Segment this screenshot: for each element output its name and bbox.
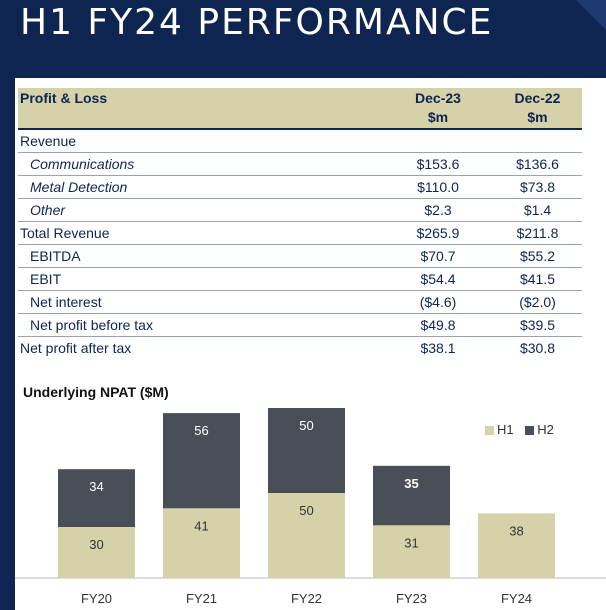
row-value-dec23: $54.4 — [420, 271, 456, 287]
content-panel: Profit & Loss Dec-23 Dec-22 $m $m Revenu… — [15, 78, 606, 610]
data-label-h1-fy23: 31 — [404, 535, 418, 550]
row-value-dec22: $211.8 — [516, 225, 559, 241]
table-row: Communications $153.6 $136.6 — [18, 153, 582, 176]
header-unit1: $m — [427, 109, 449, 125]
table-row: Metal Detection $110.0 $73.8 — [18, 176, 582, 199]
row-value-dec23: $49.8 — [420, 317, 456, 333]
row-value-dec23: $2.3 — [424, 202, 452, 218]
row-value-dec22: $30.8 — [519, 340, 556, 356]
chart-title: Underlying NPAT ($M) — [23, 384, 169, 400]
table-body: Revenue Communications $153.6 $136.6 Metal D… — [18, 130, 582, 359]
bar-h1-fy22 — [268, 493, 345, 578]
row-value-dec22: ($2.0) — [519, 294, 556, 310]
row-label: Net profit before tax — [30, 317, 153, 333]
row-value-dec22: $73.8 — [519, 179, 556, 195]
data-label-h1-fy20: 30 — [89, 537, 103, 552]
row-value-dec23: $153.6 — [416, 156, 460, 172]
table-row: EBIT $54.4 $41.5 — [18, 268, 582, 291]
header-col2: Dec-22 — [514, 90, 561, 106]
bar-h2-fy21 — [163, 413, 240, 509]
legend-label-h1: H1 — [497, 422, 514, 437]
bar-h2-fy22 — [268, 408, 345, 493]
npat-chart: 30 34 FY20 41 56 FY21 50 50 FY22 31 35 FY23 38 FY24 — [15, 408, 606, 606]
data-label-h1-fy21: 41 — [194, 518, 208, 533]
table-row: Net profit before tax $49.8 $39.5 — [18, 314, 582, 337]
data-label-h1-fy22: 50 — [299, 503, 313, 518]
bar-h1-fy21 — [163, 508, 240, 578]
bar-h1-fy20 — [58, 527, 135, 578]
row-label: Revenue — [20, 133, 77, 149]
data-label-h2-fy22: 50 — [299, 418, 313, 433]
table-row: Total Revenue $265.9 $211.8 — [18, 222, 582, 245]
data-label-h1-fy24: 38 — [509, 523, 523, 538]
row-value-dec23: $70.7 — [420, 248, 456, 264]
table-row: Net interest ($4.6) ($2.0) — [18, 291, 582, 314]
row-label: Communications — [30, 156, 135, 172]
corner-decoration — [576, 0, 606, 30]
legend-item-h1: H1 — [485, 422, 514, 437]
header-col1: Dec-23 — [415, 90, 461, 106]
legend-swatch-h2 — [525, 426, 535, 436]
row-label: Net interest — [30, 294, 102, 310]
data-label-h2-fy23: 35 — [404, 476, 418, 491]
chart-legend: H1 H2 — [485, 422, 562, 437]
row-value-dec22: $39.5 — [519, 317, 556, 333]
row-value-dec22: $41.5 — [519, 271, 556, 287]
x-tick-label-fy23: FY23 — [396, 591, 427, 606]
data-label-h2-fy21: 56 — [194, 423, 208, 438]
row-value-dec23: $265.9 — [416, 225, 460, 241]
x-tick-label-fy21: FY21 — [186, 591, 217, 606]
row-value-dec23: $38.1 — [420, 340, 456, 356]
table-row: Other $2.3 $1.4 — [18, 199, 582, 222]
row-value-dec23: $110.0 — [417, 179, 459, 195]
header-unit2: $m — [527, 109, 548, 125]
bar-h2-fy23 — [373, 465, 450, 526]
table-row: Revenue — [18, 130, 582, 153]
row-label: Total Revenue — [20, 225, 110, 241]
table-header: Profit & Loss Dec-23 Dec-22 $m $m — [18, 88, 582, 130]
page-title: H1 FY24 PERFORMANCE — [20, 2, 494, 43]
x-tick-label-fy24: FY24 — [501, 591, 532, 606]
data-label-h2-fy20: 34 — [89, 479, 103, 494]
profit-loss-table: Profit & Loss Dec-23 Dec-22 $m $m Revenu… — [18, 88, 582, 359]
row-label: Other — [30, 202, 66, 218]
legend-item-h2: H2 — [525, 422, 554, 437]
row-label: EBIT — [30, 271, 62, 287]
bar-h2-fy20 — [58, 469, 135, 527]
row-value-dec23: ($4.6) — [419, 294, 457, 310]
bar-h1-fy23 — [373, 525, 450, 578]
legend-swatch-h1 — [485, 426, 494, 436]
header-label: Profit & Loss — [20, 90, 108, 106]
row-label: Net profit after tax — [20, 340, 132, 356]
table-row: Net profit after tax $38.1 $30.8 — [18, 337, 582, 359]
row-value-dec22: $136.6 — [516, 156, 559, 172]
table-row: EBITDA $70.7 $55.2 — [18, 245, 582, 268]
row-value-dec22: $55.2 — [519, 248, 556, 264]
bar-h1-fy24 — [478, 513, 555, 578]
row-label: EBITDA — [30, 248, 81, 264]
x-tick-label-fy20: FY20 — [81, 591, 112, 606]
row-value-dec22: $1.4 — [523, 202, 552, 218]
x-tick-label-fy22: FY22 — [291, 591, 322, 606]
legend-label-h2: H2 — [537, 422, 554, 437]
row-label: Metal Detection — [30, 179, 128, 195]
